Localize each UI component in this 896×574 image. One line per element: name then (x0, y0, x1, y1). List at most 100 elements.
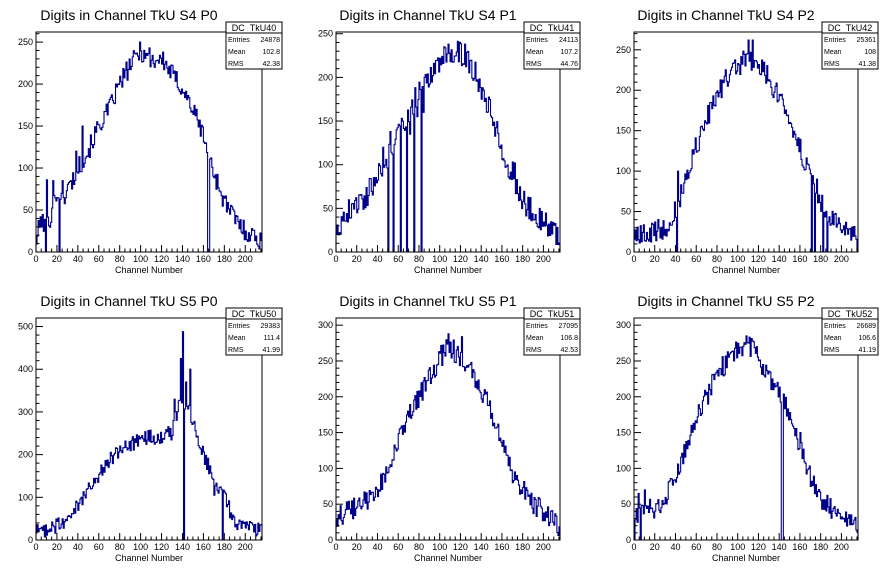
y-tick-label: 0 (28, 247, 33, 257)
stats-value: 25361 (857, 37, 877, 44)
x-axis-label: Channel Number (712, 553, 780, 563)
x-tick-label: 200 (834, 542, 849, 552)
stats-value: 41.19 (858, 347, 876, 354)
y-tick-label: 250 (616, 356, 631, 366)
y-tick-label: 100 (616, 166, 631, 176)
x-tick-label: 60 (691, 542, 701, 552)
x-tick-label: 40 (73, 254, 83, 264)
x-tick-label: 200 (238, 254, 253, 264)
y-tick-label: 100 (318, 463, 333, 473)
x-tick-label: 20 (650, 542, 660, 552)
x-tick-label: 40 (73, 542, 83, 552)
x-tick-label: 20 (52, 542, 62, 552)
x-tick-label: 160 (196, 254, 211, 264)
x-axis-label: Channel Number (414, 553, 482, 563)
stats-value: 41.99 (262, 347, 280, 354)
x-tick-label: 160 (196, 542, 211, 552)
histogram-panel: Digits in Channel TkU S4 P2 0 20 40 60 80 100 1… (616, 7, 879, 275)
x-tick-label: 140 (474, 542, 489, 552)
stats-value: 27095 (559, 323, 579, 330)
stats-label: RMS (824, 347, 840, 354)
x-axis-label: Channel Number (115, 553, 183, 563)
stats-label: RMS (526, 347, 542, 354)
x-tick-label: 0 (631, 254, 636, 264)
x-tick-label: 140 (772, 542, 787, 552)
y-tick-label: 50 (621, 499, 631, 509)
stats-label: RMS (526, 61, 542, 68)
x-tick-label: 60 (393, 542, 403, 552)
x-tick-label: 80 (414, 542, 424, 552)
stats-value: 106.8 (560, 335, 578, 342)
x-tick-label: 100 (432, 542, 447, 552)
x-tick-label: 140 (772, 254, 787, 264)
y-tick-label: 50 (621, 207, 631, 217)
stats-label: Mean (824, 49, 842, 56)
stats-box-border (225, 21, 283, 70)
stats-value: 24878 (261, 37, 281, 44)
stats-box: DC_TkU41 Entries 24113 Mean 107.2 RMS 44.76 (523, 21, 581, 70)
stats-box: DC_TkU52 Entries 26689 Mean 106.6 RMS 41.19 (821, 307, 879, 356)
x-tick-label: 160 (494, 542, 509, 552)
histogram-panel: Digits in Channel TkU S5 P0 0 20 40 60 80 100 1… (18, 293, 283, 563)
chart-title: Digits in Channel TkU S4 P1 (339, 7, 516, 23)
chart-title: Digits in Channel TkU S4 P0 (40, 7, 217, 23)
y-tick-label: 200 (318, 72, 333, 82)
x-tick-label: 20 (352, 542, 362, 552)
x-tick-label: 180 (515, 542, 530, 552)
stats-box: DC_TkU50 Entries 29383 Mean 111.4 RMS 41.99 (225, 307, 283, 356)
x-axis-label: Channel Number (712, 265, 780, 275)
x-tick-label: 0 (33, 254, 38, 264)
x-tick-label: 140 (175, 254, 190, 264)
x-tick-label: 0 (33, 542, 38, 552)
plot-frame (335, 317, 561, 541)
y-tick-label: 500 (18, 322, 33, 332)
x-tick-label: 180 (217, 254, 232, 264)
y-tick-label: 200 (18, 79, 33, 89)
stats-label: Mean (526, 335, 544, 342)
histogram-panel: Digits in Channel TkU S5 P1 0 20 40 60 80 100 1… (318, 293, 581, 563)
y-tick-label: 200 (318, 392, 333, 402)
y-tick-label: 200 (616, 85, 631, 95)
y-tick-label: 0 (626, 247, 631, 257)
histogram-line (335, 333, 561, 540)
y-tick-label: 300 (18, 407, 33, 417)
x-tick-label: 100 (432, 254, 447, 264)
plot-frame (633, 31, 859, 253)
y-tick-label: 300 (616, 320, 631, 330)
stats-value: 108 (864, 49, 876, 56)
stats-value: 41.38 (858, 61, 876, 68)
x-tick-label: 200 (536, 254, 551, 264)
stats-name: DC_TkU51 (530, 309, 575, 319)
y-tick-label: 50 (23, 205, 33, 215)
x-tick-label: 200 (238, 542, 253, 552)
stats-value: 111.4 (264, 335, 281, 342)
x-tick-label: 180 (515, 254, 530, 264)
stats-label: Entries (526, 37, 548, 44)
stats-label: Entries (824, 323, 846, 330)
x-tick-label: 20 (52, 254, 62, 264)
stats-name: DC_TkU52 (828, 309, 873, 319)
stats-value: 107.2 (560, 49, 578, 56)
y-tick-label: 100 (18, 163, 33, 173)
x-tick-label: 0 (333, 254, 338, 264)
stats-label: Entries (526, 323, 548, 330)
stats-label: Entries (228, 323, 250, 330)
x-tick-label: 80 (712, 542, 722, 552)
y-tick-label: 100 (318, 160, 333, 170)
histogram-line (633, 39, 859, 253)
stats-label: RMS (228, 61, 244, 68)
stats-name: DC_TkU50 (232, 309, 277, 319)
y-tick-label: 150 (318, 116, 333, 126)
y-tick-label: 150 (318, 428, 333, 438)
x-tick-label: 80 (712, 254, 722, 264)
x-tick-label: 120 (154, 254, 169, 264)
x-tick-label: 0 (631, 542, 636, 552)
stats-box: DC_TkU42 Entries 25361 Mean 108 RMS 41.38 (821, 21, 879, 70)
x-tick-label: 200 (834, 254, 849, 264)
stats-label: RMS (824, 61, 840, 68)
y-tick-label: 150 (18, 121, 33, 131)
x-tick-label: 140 (474, 254, 489, 264)
stats-value: 102.8 (262, 49, 280, 56)
y-tick-label: 0 (626, 535, 631, 545)
